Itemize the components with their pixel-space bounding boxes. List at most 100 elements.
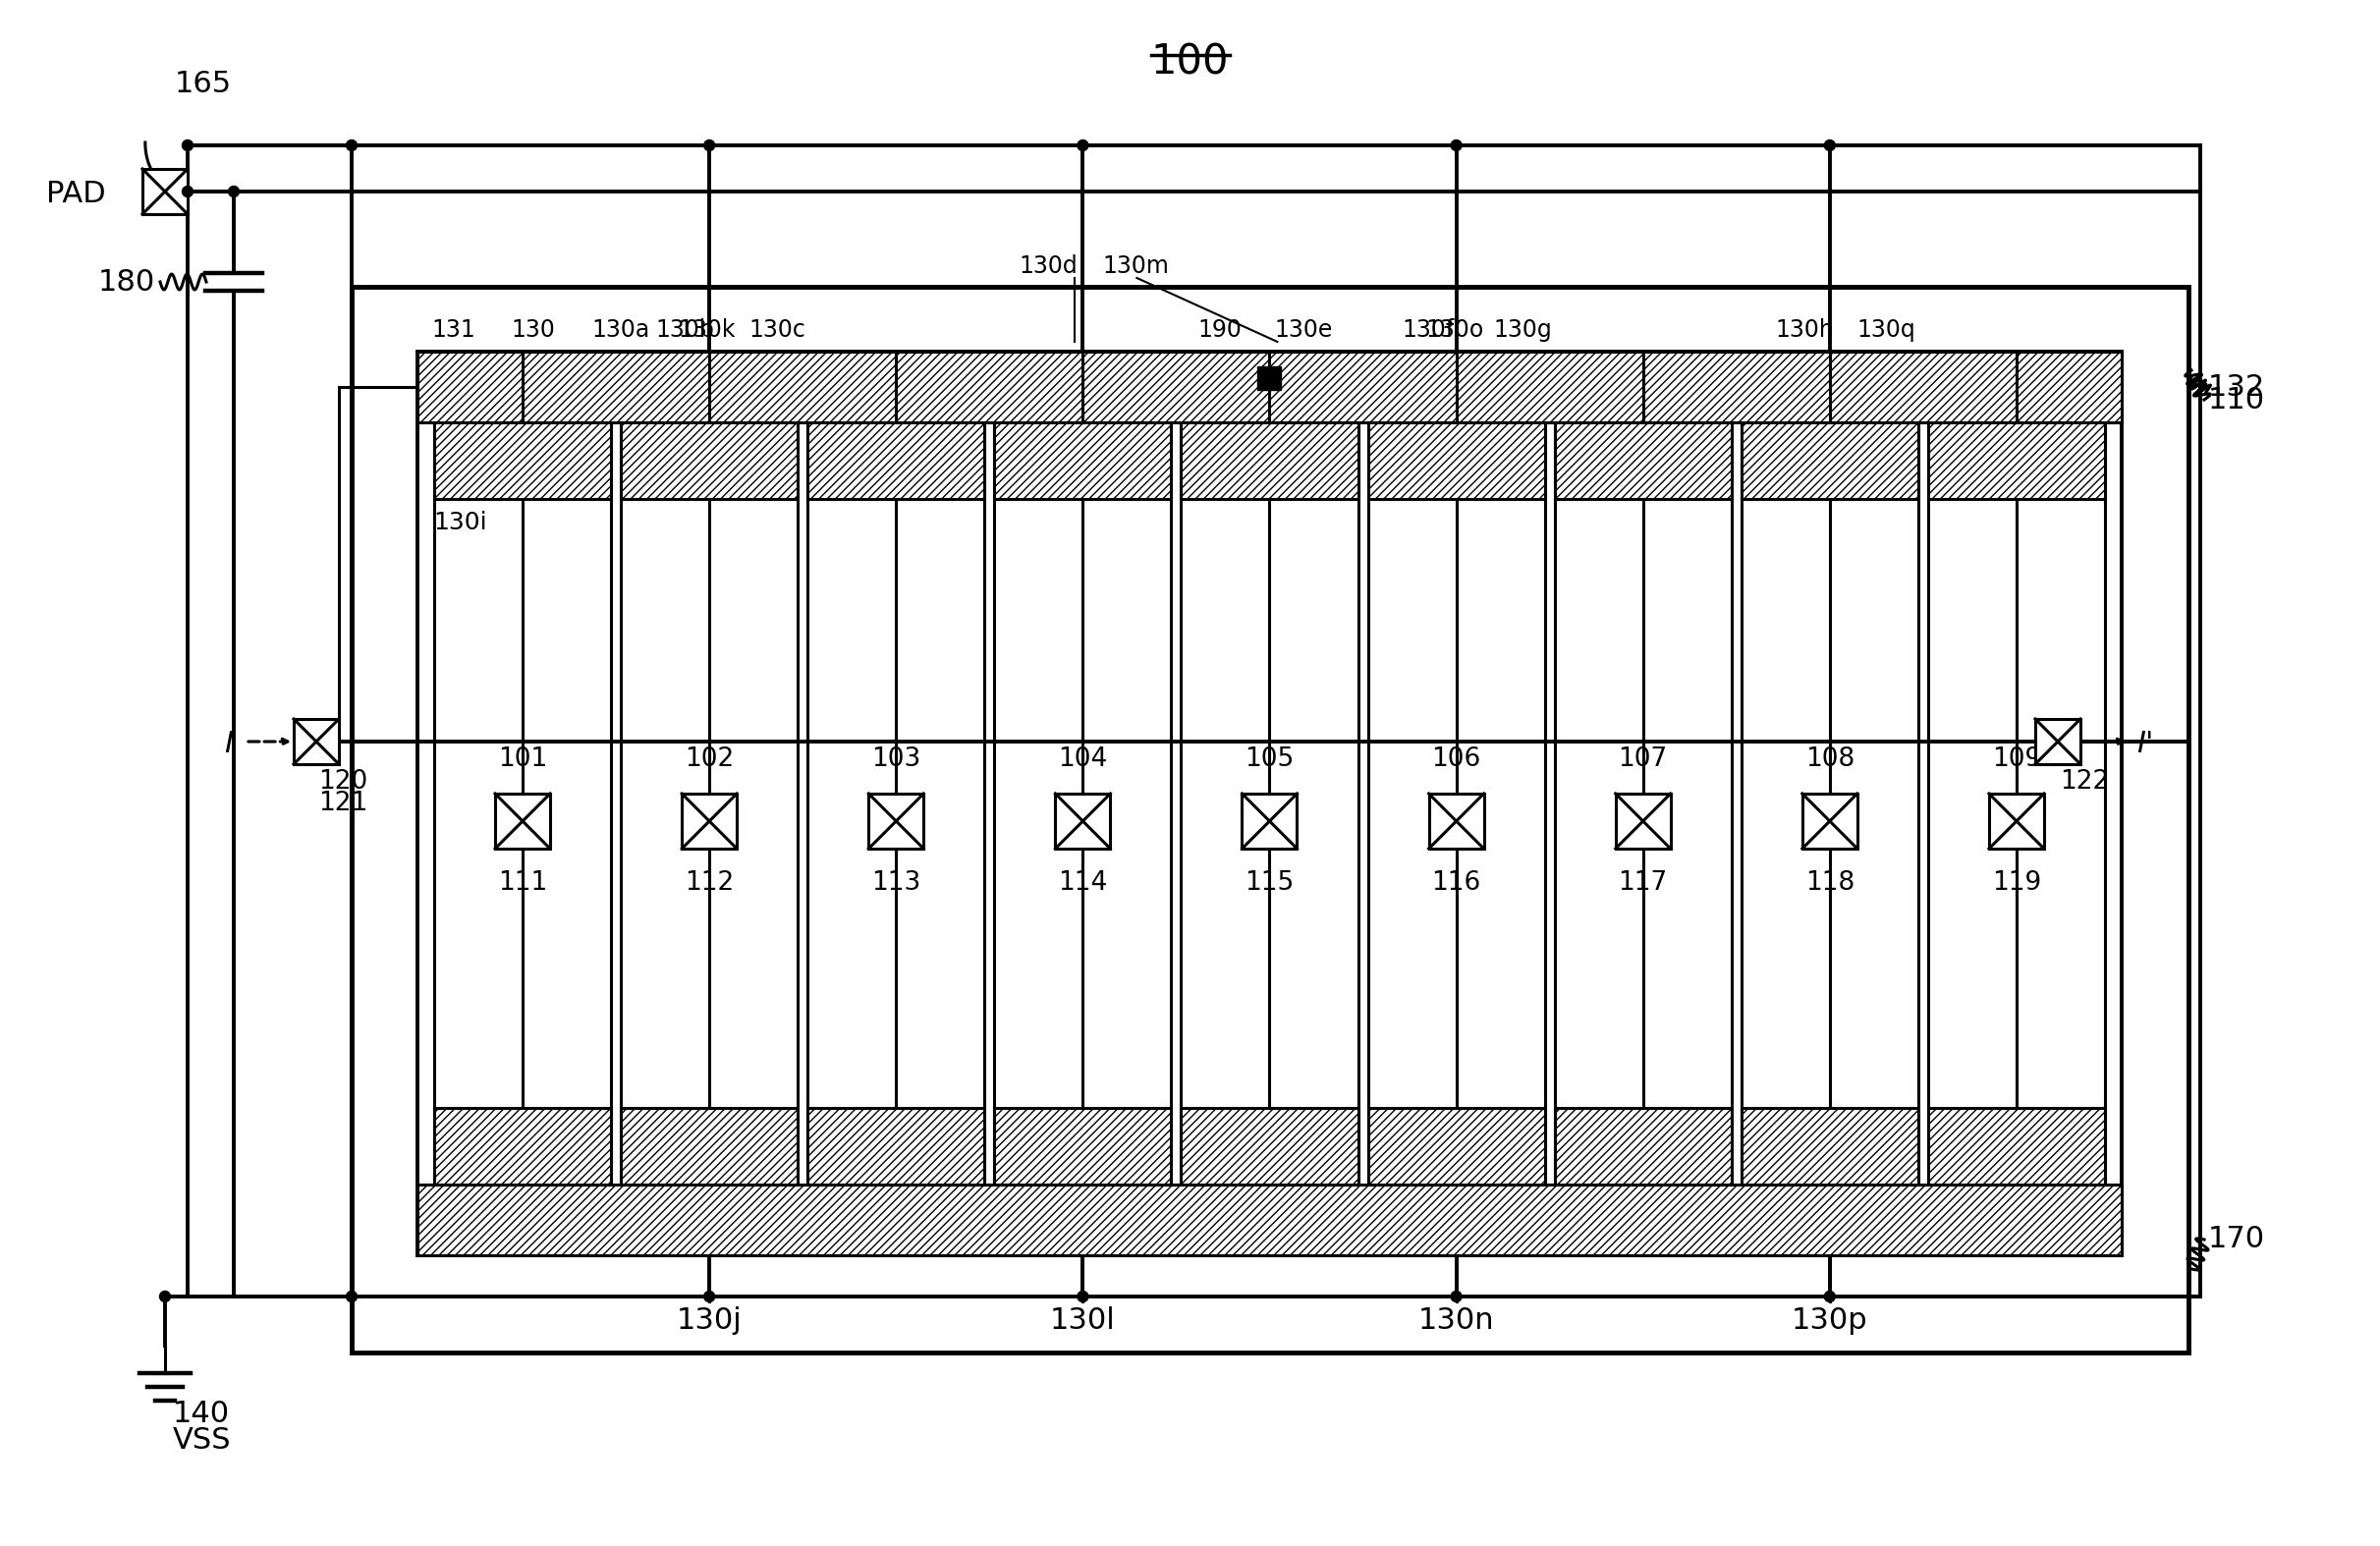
- Text: 130g: 130g: [1495, 318, 1552, 342]
- Text: 114: 114: [1059, 870, 1107, 895]
- Text: 120: 120: [319, 768, 367, 795]
- Text: 130q: 130q: [1856, 318, 1916, 342]
- Text: 130d: 130d: [1019, 255, 1078, 278]
- Bar: [433, 1108, 612, 1184]
- Text: 107: 107: [1618, 747, 1668, 771]
- Circle shape: [704, 141, 714, 152]
- Bar: [807, 422, 985, 499]
- Text: I': I': [2137, 730, 2154, 758]
- Text: 130b: 130b: [655, 318, 714, 342]
- Bar: [352, 288, 2190, 1353]
- Text: 130o: 130o: [1426, 318, 1483, 342]
- Bar: [1554, 422, 1733, 1184]
- Text: 112: 112: [685, 870, 733, 895]
- Text: 109: 109: [1992, 747, 2042, 771]
- Text: 115: 115: [1245, 870, 1295, 895]
- Circle shape: [704, 1291, 714, 1302]
- Bar: [1180, 1108, 1359, 1184]
- Text: 117: 117: [1618, 870, 1668, 895]
- Text: 104: 104: [1059, 747, 1107, 771]
- Text: 108: 108: [1804, 747, 1854, 771]
- Bar: [1054, 793, 1111, 849]
- Bar: [1242, 793, 1297, 849]
- Text: VSS: VSS: [174, 1425, 231, 1455]
- Text: 130h: 130h: [1775, 318, 1835, 342]
- Circle shape: [345, 1291, 357, 1302]
- Bar: [293, 719, 338, 764]
- Text: 170: 170: [2209, 1226, 2266, 1254]
- Text: 105: 105: [1245, 747, 1295, 771]
- Bar: [869, 793, 923, 849]
- Bar: [2035, 719, 2080, 764]
- Bar: [1928, 422, 2104, 1184]
- Text: 130c: 130c: [750, 318, 804, 342]
- Circle shape: [1078, 141, 1088, 152]
- Bar: [621, 422, 797, 1184]
- Circle shape: [183, 186, 193, 196]
- Text: 130k: 130k: [678, 318, 735, 342]
- Bar: [995, 422, 1171, 1184]
- Circle shape: [1825, 1291, 1835, 1302]
- Text: 111: 111: [497, 870, 547, 895]
- Text: 132: 132: [2209, 373, 2266, 402]
- Bar: [1428, 793, 1483, 849]
- Bar: [1802, 793, 1856, 849]
- Circle shape: [228, 186, 238, 196]
- Bar: [433, 422, 612, 1184]
- Bar: [1180, 422, 1359, 499]
- Bar: [995, 422, 1171, 499]
- Bar: [1368, 422, 1545, 499]
- Text: 130f: 130f: [1402, 318, 1454, 342]
- Circle shape: [1452, 141, 1461, 152]
- Bar: [1257, 366, 1280, 390]
- Bar: [433, 422, 612, 499]
- Bar: [495, 793, 550, 849]
- Bar: [621, 1108, 797, 1184]
- Circle shape: [159, 1291, 171, 1302]
- Bar: [1368, 1108, 1545, 1184]
- Circle shape: [1078, 1291, 1088, 1302]
- Bar: [1742, 422, 1918, 1184]
- Circle shape: [183, 141, 193, 152]
- Bar: [1616, 793, 1671, 849]
- Bar: [416, 1184, 2121, 1255]
- Text: 110: 110: [2209, 385, 2266, 414]
- Text: 113: 113: [871, 870, 921, 895]
- Bar: [416, 351, 2121, 422]
- Text: 130j: 130j: [676, 1306, 743, 1334]
- Text: 131: 131: [431, 318, 476, 342]
- Text: 190: 190: [1197, 318, 1242, 342]
- Text: 119: 119: [1992, 870, 2042, 895]
- Text: 118: 118: [1804, 870, 1854, 895]
- Bar: [995, 1108, 1171, 1184]
- Bar: [681, 793, 738, 849]
- Bar: [1554, 422, 1733, 499]
- Text: 180: 180: [98, 267, 155, 297]
- Circle shape: [1452, 1291, 1461, 1302]
- Text: 130n: 130n: [1418, 1306, 1495, 1334]
- Text: I: I: [224, 730, 233, 758]
- Text: 101: 101: [497, 747, 547, 771]
- Text: 130m: 130m: [1102, 255, 1169, 278]
- Bar: [621, 422, 797, 499]
- Bar: [807, 422, 985, 1184]
- Circle shape: [1825, 141, 1835, 152]
- Bar: [1742, 422, 1918, 499]
- Text: 103: 103: [871, 747, 921, 771]
- Text: 130e: 130e: [1273, 318, 1333, 342]
- Text: 165: 165: [174, 70, 231, 99]
- Text: 130: 130: [512, 318, 555, 342]
- Bar: [1742, 1108, 1918, 1184]
- Bar: [1928, 1108, 2104, 1184]
- Text: 140: 140: [174, 1399, 231, 1429]
- Bar: [1990, 793, 2044, 849]
- Circle shape: [345, 141, 357, 152]
- Text: 122: 122: [2059, 768, 2109, 795]
- Text: 100: 100: [1150, 42, 1228, 82]
- Text: 106: 106: [1433, 747, 1480, 771]
- Bar: [1928, 422, 2104, 499]
- Bar: [1368, 422, 1545, 1184]
- Bar: [807, 1108, 985, 1184]
- Text: PAD: PAD: [48, 179, 107, 207]
- Text: 121: 121: [319, 790, 367, 816]
